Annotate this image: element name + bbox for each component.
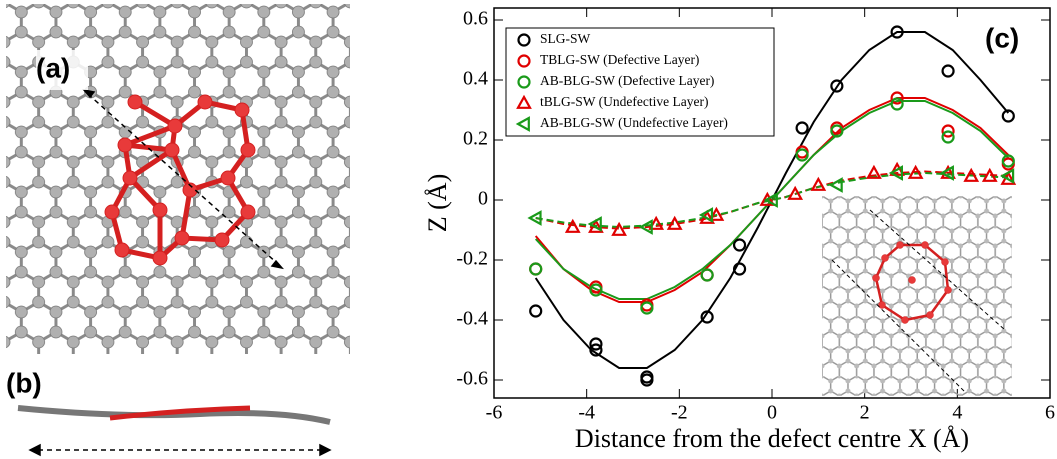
marker (698, 207, 714, 223)
panel-label: (a) (36, 52, 70, 83)
marker (527, 210, 542, 226)
marker (795, 121, 809, 135)
y-tick-label: -0.2 (456, 248, 488, 270)
marker (941, 130, 955, 144)
marker (1001, 109, 1015, 123)
marker (638, 219, 653, 235)
legend-label: TBLG-SW (Defective Layer) (540, 52, 699, 67)
x-axis-label: Distance from the defect centre X (Å) (575, 424, 969, 453)
marker (890, 91, 904, 105)
marker (516, 94, 532, 109)
frame (493, 7, 1051, 399)
fit-line (534, 100, 1009, 300)
y-tick-label: 0 (478, 188, 488, 210)
marker (587, 216, 602, 232)
marker (890, 25, 904, 39)
label-bg (36, 50, 88, 90)
marker (787, 185, 804, 200)
marker (941, 124, 955, 138)
side-view (17, 405, 331, 425)
marker (640, 373, 654, 387)
marker (810, 176, 827, 191)
marker (648, 215, 665, 230)
marker (732, 238, 747, 252)
marker (564, 218, 581, 233)
marker (889, 161, 905, 176)
marker (640, 301, 654, 315)
marker (1001, 154, 1015, 168)
x-tick-label: -4 (578, 402, 595, 424)
defect-ring (104, 94, 256, 266)
marker (589, 337, 603, 351)
y-tick-label: 0.6 (463, 8, 488, 30)
x-tick-label: 0 (767, 402, 777, 424)
legend-label: AB-BLG-SW (Undefective Layer) (540, 115, 728, 130)
y-axis-label: Z (Å) (423, 174, 452, 232)
marker (828, 177, 843, 193)
x-tick-label: 2 (860, 402, 870, 424)
y-tick-label: 0.2 (463, 128, 488, 150)
marker (529, 262, 543, 276)
marker (888, 165, 904, 181)
marker (763, 192, 778, 208)
marker (907, 164, 924, 179)
marker (981, 167, 998, 182)
panel-label: (b) (6, 367, 42, 398)
marker (963, 167, 980, 182)
x-tick-label: 6 (1045, 402, 1055, 424)
marker (515, 116, 530, 132)
y-tick-label: -0.6 (456, 368, 488, 390)
legend-label: tBLG-SW (Undefective Layer) (540, 94, 708, 109)
plot: -6 -4 -2 0 2 4 6 -0.6 -0.4 -0.2 0 0.2 0.4 0.6 Distance… (423, 7, 1055, 453)
marker (700, 268, 714, 282)
legend: SLG-SW TBLG-SW (Defective Layer) AB-BLG-SW… (505, 27, 775, 137)
y-tick-label: 0.4 (463, 68, 488, 90)
marker (890, 97, 904, 111)
legend-box (505, 27, 775, 137)
marker (589, 283, 603, 297)
fit-line (535, 171, 1009, 229)
marker (759, 191, 776, 206)
legend-label: SLG-SW (540, 31, 591, 46)
inset (822, 196, 1012, 396)
marker (939, 165, 954, 181)
x-tick-label: -6 (486, 402, 503, 424)
marker (866, 164, 882, 179)
y-tick-label: -0.4 (456, 308, 488, 330)
marker (1000, 168, 1015, 184)
marker (830, 79, 844, 93)
marker (941, 64, 955, 78)
marker (708, 206, 725, 221)
marker (830, 124, 844, 138)
marker (517, 33, 531, 47)
legend-label: AB-BLG-SW (Defective Layer) (540, 73, 714, 88)
marker (795, 148, 809, 162)
arrow-a (82, 88, 284, 270)
marker (517, 54, 531, 68)
marker (589, 343, 603, 357)
marker (732, 262, 747, 276)
marker (517, 75, 531, 89)
marker (666, 215, 683, 230)
panel-label: (c) (985, 22, 1019, 53)
marker (700, 310, 714, 324)
x-tick-label: -2 (671, 402, 688, 424)
x-tick-label: 4 (952, 402, 962, 424)
arrow-b (28, 443, 332, 457)
fit-line (535, 170, 1009, 230)
marker (529, 304, 543, 318)
marker (611, 221, 627, 236)
